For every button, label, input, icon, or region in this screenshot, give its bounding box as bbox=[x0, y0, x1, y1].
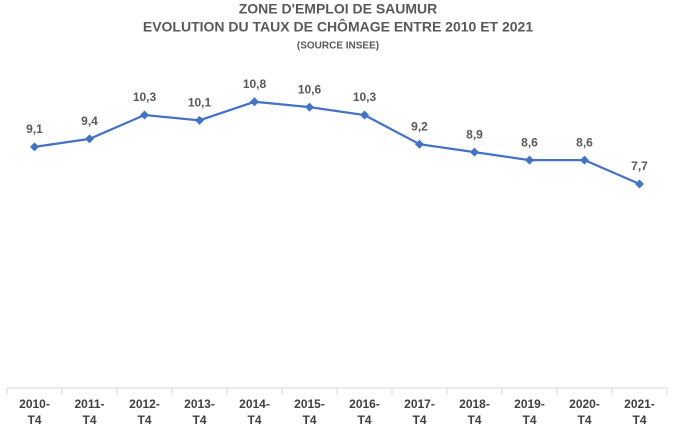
marker bbox=[195, 115, 204, 125]
data-label: 10,3 bbox=[353, 90, 377, 104]
marker bbox=[250, 97, 259, 107]
marker bbox=[360, 110, 369, 120]
x-tick-label: 2012-T4 bbox=[129, 397, 160, 427]
x-tick-label: 2017-T4 bbox=[404, 397, 435, 427]
data-label: 7,7 bbox=[631, 159, 648, 173]
x-tick-label: 2013-T4 bbox=[184, 397, 215, 427]
x-tick-label: 2014-T4 bbox=[239, 397, 270, 427]
marker bbox=[470, 147, 479, 157]
chart-source: (SOURCE INSEE) bbox=[297, 41, 379, 52]
data-label: 8,9 bbox=[466, 127, 483, 141]
marker bbox=[415, 139, 424, 149]
marker bbox=[85, 134, 94, 144]
data-label: 9,2 bbox=[411, 119, 428, 133]
marker bbox=[30, 142, 39, 152]
x-tick-label: 2011-T4 bbox=[74, 397, 104, 427]
line bbox=[34, 100, 640, 185]
marker bbox=[635, 179, 644, 189]
chart-subtitle: EVOLUTION DU TAUX DE CHÔMAGE ENTRE 2010 … bbox=[143, 18, 533, 35]
x-tick-label: 2021-T4 bbox=[624, 397, 655, 427]
marker bbox=[525, 155, 534, 165]
data-label: 10,3 bbox=[133, 90, 157, 104]
data-label: 8,6 bbox=[576, 135, 593, 149]
data-label: 8,6 bbox=[521, 135, 538, 149]
x-tick-label: 2010-T4 bbox=[19, 397, 50, 427]
x-tick-label: 2020-T4 bbox=[569, 397, 600, 427]
data-label: 10,8 bbox=[243, 77, 267, 91]
data-label: 9,4 bbox=[81, 114, 98, 128]
x-tick-label: 2016-T4 bbox=[349, 397, 380, 427]
data-label: 10,6 bbox=[298, 82, 322, 96]
x-tick-label: 2015-T4 bbox=[294, 397, 325, 427]
marker bbox=[580, 155, 589, 165]
marker bbox=[140, 110, 149, 120]
marker bbox=[305, 102, 314, 112]
data-label: 10,1 bbox=[188, 96, 212, 110]
x-tick-label: 2018-T4 bbox=[459, 397, 490, 427]
x-tick-label: 2019-T4 bbox=[514, 397, 545, 427]
data-label: 9,1 bbox=[26, 122, 43, 136]
chart-title: ZONE D'EMPLOI DE SAUMUR bbox=[239, 1, 438, 17]
